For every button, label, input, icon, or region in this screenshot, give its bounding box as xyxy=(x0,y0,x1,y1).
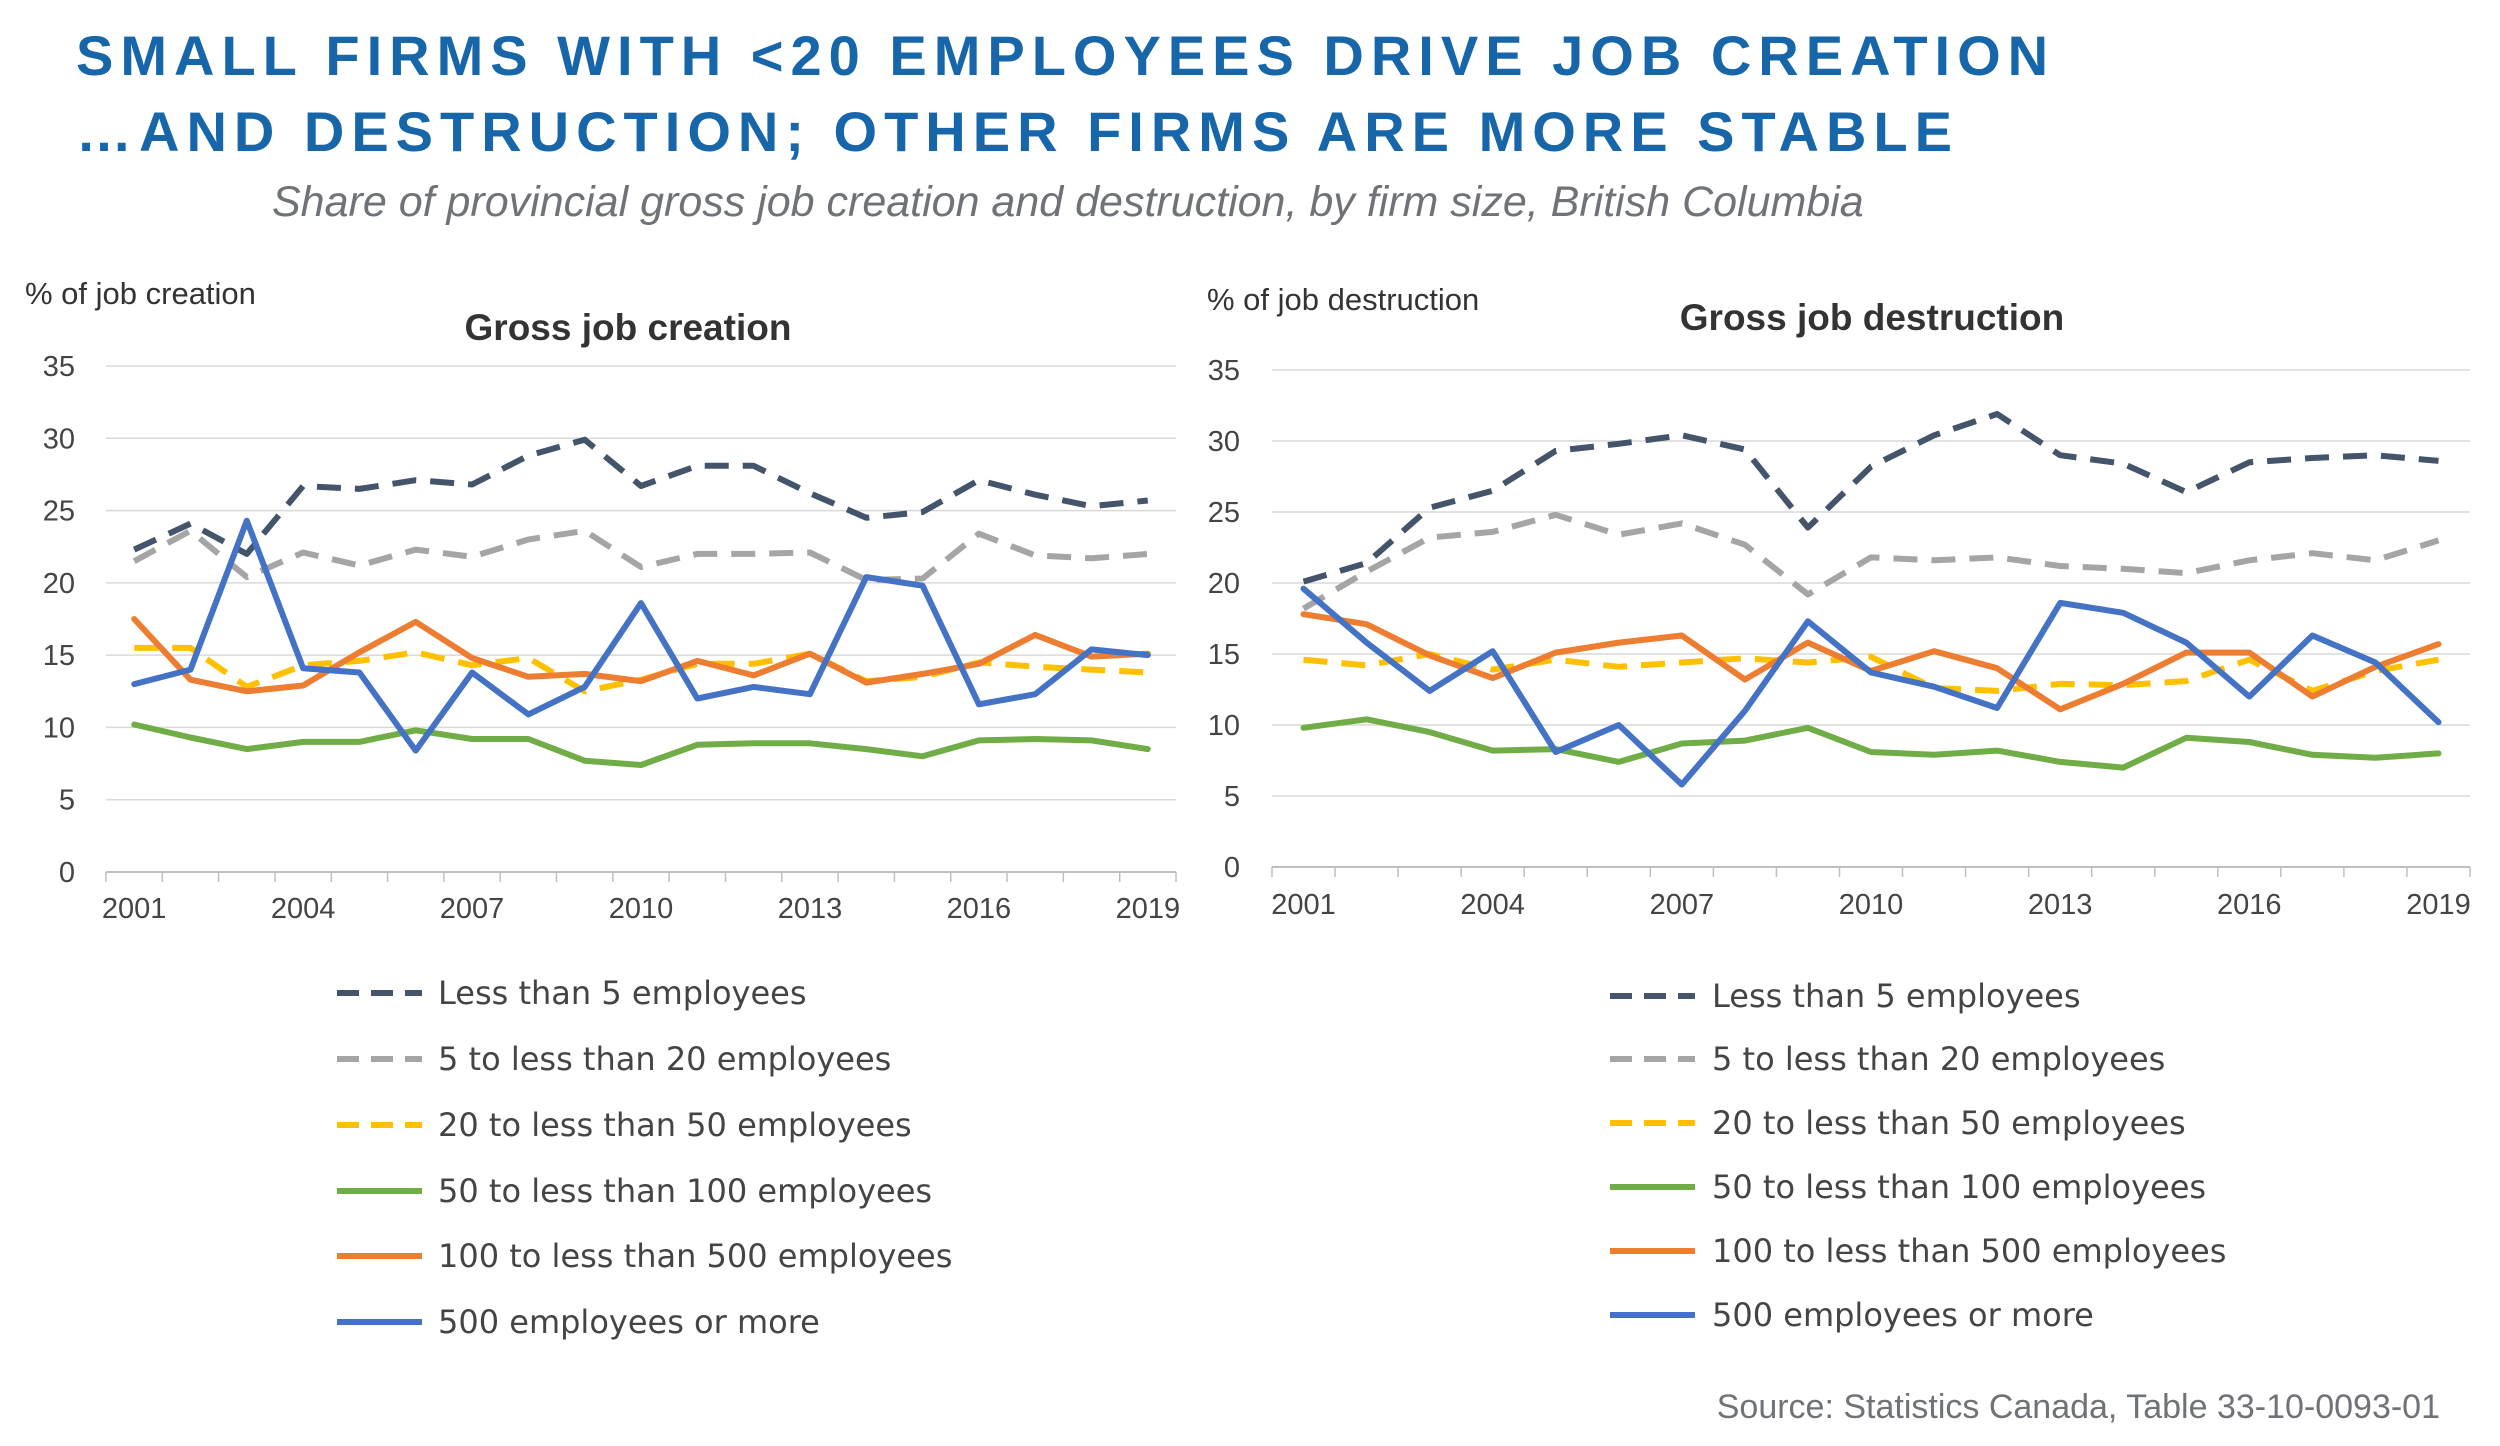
destruction-y-tick-label: 35 xyxy=(1208,355,1240,387)
source-note: Source: Statistics Canada, Table 33-10-0… xyxy=(1716,1388,2440,1426)
destruction-chart-title: Gross job destruction xyxy=(1680,297,2064,338)
destruction-x-tick-label: 2010 xyxy=(1839,889,1904,921)
destruction-x-tick-label: 2019 xyxy=(2406,889,2471,921)
creation-series-line-6 xyxy=(131,517,1151,754)
creation-y-tick-label: 35 xyxy=(43,351,75,383)
destruction-legend-label: 50 to less than 100 employees xyxy=(1712,1168,2206,1206)
creation-x-tick-label: 2010 xyxy=(609,893,674,925)
destruction-x-tick-label: 2007 xyxy=(1650,889,1715,921)
creation-legend-label: 20 to less than 50 employees xyxy=(438,1106,912,1144)
destruction-legend-label: Less than 5 employees xyxy=(1712,977,2081,1015)
creation-x-tick-label: 2019 xyxy=(1116,893,1181,925)
destruction-y-tick-label: 25 xyxy=(1208,497,1240,529)
destruction-series-line-2 xyxy=(1301,511,2440,612)
creation-y-tick-label: 5 xyxy=(59,785,75,817)
destruction-y-tick-label: 5 xyxy=(1224,781,1240,813)
creation-series-line-4 xyxy=(131,721,1151,768)
creation-y-axis-title: % of job creation xyxy=(25,276,256,311)
page-title: SMALL FIRMS WITH <20 EMPLOYEES DRIVE JOB… xyxy=(76,18,2055,170)
title-line-1: SMALL FIRMS WITH <20 EMPLOYEES DRIVE JOB… xyxy=(76,24,2056,87)
title-line-2: …AND DESTRUCTION; OTHER FIRMS ARE MORE S… xyxy=(76,100,1959,163)
destruction-chart: 0 5 10 15 20 25 30 35 2001 2004 2007 2010 2013 2016 20… xyxy=(1207,282,2471,1334)
destruction-legend-label: 100 to less than 500 employees xyxy=(1712,1232,2226,1270)
destruction-legend-label: 20 to less than 50 employees xyxy=(1712,1104,2186,1142)
destruction-y-tick-label: 10 xyxy=(1208,710,1240,742)
destruction-series-line-6 xyxy=(1300,585,2442,788)
destruction-y-tick-label: 30 xyxy=(1208,426,1240,458)
creation-legend-label: 500 employees or more xyxy=(438,1303,820,1341)
creation-y-tick-label: 30 xyxy=(43,423,75,455)
creation-x-tick-label: 2007 xyxy=(440,893,505,925)
creation-legend-label: 100 to less than 500 employees xyxy=(438,1237,952,1275)
creation-y-tick-label: 0 xyxy=(59,857,75,889)
destruction-x-tick-label: 2001 xyxy=(1271,889,1336,921)
destruction-legend: Less than 5 employees 5 to less than 20 e… xyxy=(1610,977,2226,1334)
creation-legend-label: 50 to less than 100 employees xyxy=(438,1172,932,1210)
creation-y-tick-label: 25 xyxy=(43,496,75,528)
destruction-y-tick-label: 0 xyxy=(1224,852,1240,884)
destruction-legend-label: 500 employees or more xyxy=(1712,1296,2094,1334)
destruction-x-tick-label: 2004 xyxy=(1460,889,1525,921)
creation-x-tick-label: 2004 xyxy=(271,893,336,925)
creation-series-line-5 xyxy=(131,616,1151,695)
creation-legend-label: 5 to less than 20 employees xyxy=(438,1040,891,1078)
creation-y-tick-label: 20 xyxy=(43,568,75,600)
creation-series-line-1 xyxy=(132,436,1149,557)
creation-legend: Less than 5 employees 5 to less than 20 e… xyxy=(337,974,952,1341)
destruction-y-axis-title: % of job destruction xyxy=(1207,282,1479,317)
destruction-x-tick-label: 2016 xyxy=(2217,889,2282,921)
creation-chart: 0 5 10 15 20 25 30 35 2001 2004 2007 2010 2013 2016 20… xyxy=(25,276,1180,1341)
destruction-legend-label: 5 to less than 20 employees xyxy=(1712,1040,2165,1078)
page-subtitle: Share of provincial gross job creation a… xyxy=(272,178,1864,226)
creation-x-tick-label: 2001 xyxy=(102,893,167,925)
destruction-series-line-4 xyxy=(1300,716,2442,771)
creation-legend-label: Less than 5 employees xyxy=(438,974,807,1012)
creation-chart-title: Gross job creation xyxy=(465,307,792,348)
destruction-series-line-3 xyxy=(1303,651,2440,694)
creation-series-line-2 xyxy=(132,527,1149,583)
destruction-x-tick-label: 2013 xyxy=(2028,889,2093,921)
creation-y-tick-label: 10 xyxy=(43,712,75,744)
creation-x-tick-label: 2013 xyxy=(778,893,843,925)
destruction-series-line-1 xyxy=(1302,411,2439,585)
creation-x-tick-label: 2016 xyxy=(947,893,1012,925)
destruction-y-tick-label: 20 xyxy=(1208,568,1240,600)
destruction-y-tick-label: 15 xyxy=(1208,639,1240,671)
creation-y-tick-label: 15 xyxy=(43,640,75,672)
